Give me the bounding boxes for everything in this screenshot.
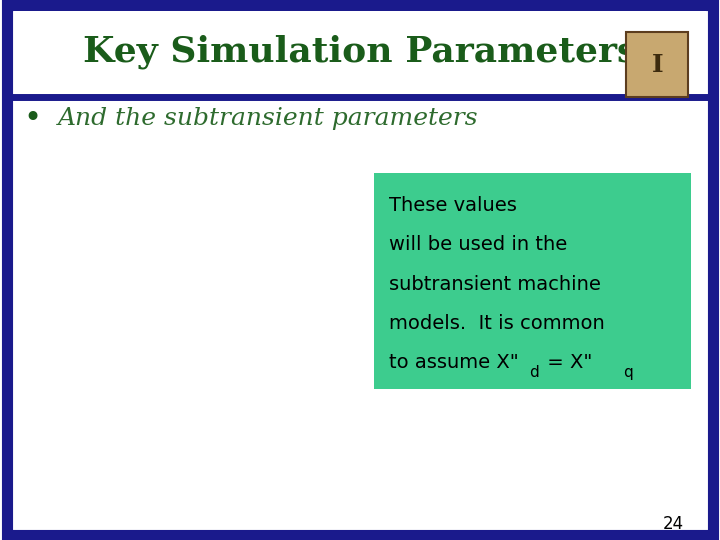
Text: I: I: [652, 53, 663, 77]
Text: d: d: [529, 365, 539, 380]
Text: •: •: [23, 104, 42, 133]
FancyBboxPatch shape: [374, 173, 691, 389]
Text: = X": = X": [541, 353, 593, 373]
Text: to assume X": to assume X": [389, 353, 518, 373]
Text: models.  It is common: models. It is common: [389, 314, 605, 333]
FancyBboxPatch shape: [7, 5, 713, 535]
FancyBboxPatch shape: [626, 32, 688, 97]
Text: subtransient machine: subtransient machine: [389, 274, 600, 294]
Text: And the subtransient parameters: And the subtransient parameters: [58, 107, 478, 130]
Text: q: q: [623, 365, 633, 380]
Text: Key Simulation Parameters: Key Simulation Parameters: [83, 34, 637, 69]
Text: will be used in the: will be used in the: [389, 235, 567, 254]
Text: 24: 24: [663, 515, 684, 533]
FancyBboxPatch shape: [14, 11, 706, 97]
Text: These values: These values: [389, 195, 517, 215]
